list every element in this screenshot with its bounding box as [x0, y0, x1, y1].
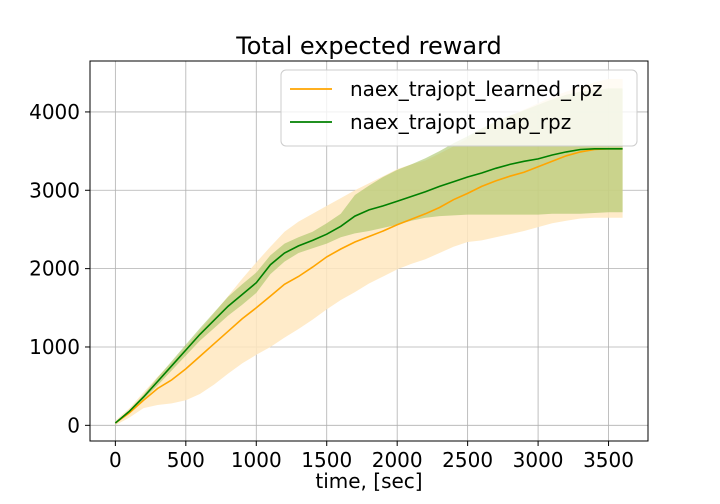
- confidence-bands: [115, 79, 623, 426]
- series-line-map: [114, 148, 623, 424]
- y-axis-ticks: 0 1000 2000 3000 4000: [29, 100, 90, 437]
- x-tick-label: 3000: [513, 448, 564, 472]
- series-line-learned: [114, 148, 623, 424]
- legend-label-map: naex_trajopt_map_rpz: [350, 110, 571, 134]
- y-tick-label: 0: [67, 413, 80, 437]
- y-tick-label: 1000: [29, 335, 80, 359]
- x-tick-label: 2500: [442, 448, 493, 472]
- x-tick-label: 1000: [231, 448, 282, 472]
- x-tick-label: 2000: [372, 448, 423, 472]
- confidence-band-map: [115, 88, 623, 424]
- x-tick-label: 500: [167, 448, 205, 472]
- y-tick-label: 2000: [29, 257, 80, 281]
- plot-frame: [89, 60, 649, 442]
- legend-label-learned: naex_trajopt_learned_rpz: [350, 77, 602, 101]
- chart-title: Total expected reward: [235, 32, 502, 60]
- x-tick-label: 0: [109, 448, 122, 472]
- x-axis-title: time, [sec]: [315, 469, 422, 493]
- series-lines: [114, 148, 623, 424]
- y-tick-label: 3000: [29, 178, 80, 202]
- x-axis-ticks: 0 500 1000 1500 2000 2500 3000 3500: [109, 441, 634, 472]
- x-tick-label: 1500: [301, 448, 352, 472]
- x-tick-label: 3500: [583, 448, 634, 472]
- legend-box: [280, 69, 638, 147]
- legend: naex_trajopt_learned_rpz naex_trajopt_ma…: [280, 69, 638, 147]
- y-tick-label: 4000: [29, 100, 80, 124]
